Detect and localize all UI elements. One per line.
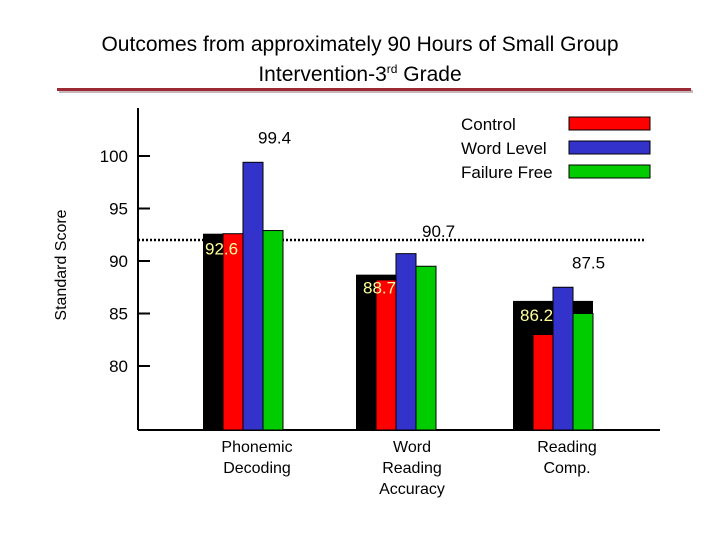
chart-title: Outcomes from approximately 90 Hours of … bbox=[0, 30, 720, 90]
bar bbox=[262, 230, 284, 431]
y-tick-label: 85 bbox=[109, 305, 128, 324]
legend-swatch bbox=[568, 116, 651, 131]
bar bbox=[242, 161, 264, 431]
data-label: 88.7 bbox=[363, 279, 396, 298]
data-label: 87.5 bbox=[572, 253, 605, 272]
legend-swatch bbox=[568, 140, 651, 155]
chart-title-line-1: Outcomes from approximately 90 Hours of … bbox=[101, 33, 619, 56]
bar bbox=[572, 313, 594, 431]
data-label: 90.7 bbox=[422, 222, 455, 241]
legend-label: Word Level bbox=[461, 139, 547, 158]
category-label: Reading bbox=[537, 439, 597, 456]
category-label: Comp. bbox=[543, 460, 590, 477]
bar bbox=[375, 279, 397, 431]
chart-title-line-2: Intervention-3rd Grade bbox=[0, 60, 720, 90]
data-label: 86.2 bbox=[520, 306, 553, 325]
legend-swatch bbox=[568, 164, 651, 179]
y-tick-label: 100 bbox=[100, 147, 128, 166]
data-label: 99.4 bbox=[258, 128, 291, 147]
legend-label: Control bbox=[461, 115, 516, 134]
title-underline bbox=[57, 88, 691, 91]
legend-label: Failure Free bbox=[461, 163, 553, 182]
bar bbox=[222, 233, 244, 431]
chart-title-line-2-main: Intervention-3 bbox=[258, 63, 387, 86]
y-axis-label: Standard Score bbox=[53, 209, 70, 320]
chart-title-superscript: rd bbox=[386, 62, 398, 76]
category-label: Reading bbox=[382, 460, 442, 477]
bar bbox=[415, 265, 437, 431]
category-label: Phonemic bbox=[221, 439, 292, 456]
category-label: Word bbox=[393, 439, 431, 456]
bar bbox=[395, 253, 417, 431]
category-label: Decoding bbox=[223, 460, 291, 477]
data-label: 92.6 bbox=[205, 240, 238, 259]
bar bbox=[532, 334, 554, 431]
category-label: Accuracy bbox=[379, 481, 445, 498]
y-tick-label: 80 bbox=[109, 357, 128, 376]
y-tick-label: 95 bbox=[109, 200, 128, 219]
bar bbox=[552, 286, 574, 431]
y-tick-label: 90 bbox=[109, 252, 128, 271]
chart-title-line-2-end: Grade bbox=[397, 63, 462, 86]
